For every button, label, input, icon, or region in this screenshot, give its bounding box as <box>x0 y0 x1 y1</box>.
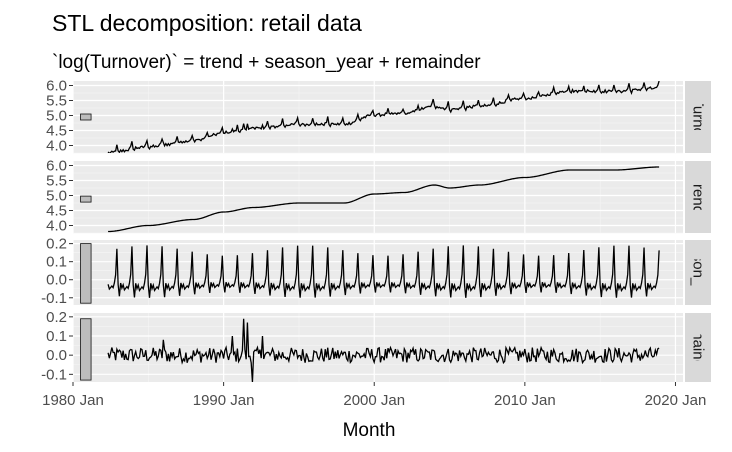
y-tick-label: 0.1 <box>46 254 67 271</box>
y-tick-label: 5.5 <box>46 173 67 190</box>
series-line-logturnover <box>107 81 660 153</box>
facet-strip-label: remainder <box>690 314 707 382</box>
panels-group: 4.04.55.05.56.0 log(Turnover)4.04.55.05.5… <box>41 72 711 383</box>
panel-background <box>73 161 683 233</box>
chart-subtitle: `log(Turnover)` = trend + season_year + … <box>52 52 481 73</box>
panel-background <box>73 313 683 382</box>
x-tick-label: 1980 Jan <box>42 392 104 409</box>
x-tick-label: 1990 Jan <box>193 392 255 409</box>
facet-strip <box>685 161 711 233</box>
panel-remainder: -0.1 0.0 0.1 0.2 remainder <box>41 309 711 383</box>
y-tick-label: 4.0 <box>46 138 67 155</box>
facet-strip-label: log(Turnover) <box>690 72 707 161</box>
y-tick-label: 5.0 <box>46 188 67 205</box>
y-tick-label: 0.2 <box>46 309 67 326</box>
y-tick-label: 6.0 <box>46 158 67 175</box>
y-tick-label: 4.5 <box>46 123 67 140</box>
chart-title: STL decomposition: retail data <box>52 10 362 36</box>
y-tick-label: 6.0 <box>46 78 67 95</box>
panel-seasonyear: -0.10.00.10.2 season_year <box>41 230 711 316</box>
facet-strip <box>685 240 711 305</box>
y-tick-label: -0.1 <box>41 290 67 307</box>
series-line-remainder <box>107 318 660 382</box>
scale-bar <box>80 113 92 121</box>
x-tick-label: 2000 Jan <box>343 392 405 409</box>
facet-strip <box>685 313 711 382</box>
scale-bar <box>80 195 92 203</box>
panel-logturnover: 4.04.55.05.56.0 log(Turnover) <box>46 72 711 161</box>
x-axis-label: Month <box>343 420 396 441</box>
y-tick-label: 0.0 <box>46 347 67 364</box>
scale-bar <box>80 318 92 381</box>
scale-bar <box>80 243 92 304</box>
facet-strip <box>685 81 711 153</box>
facet-strip-label: trend <box>690 180 707 214</box>
panel-trend: 4.04.55.05.56.0 trend <box>46 158 711 235</box>
y-tick-label: 0.0 <box>46 272 67 289</box>
y-tick-label: 5.5 <box>46 93 67 110</box>
x-tick-label: 2020 Jan <box>645 392 707 409</box>
facet-strip-label: season_year <box>690 230 707 316</box>
series-line-trend <box>108 166 660 233</box>
y-tick-label: 0.2 <box>46 236 67 253</box>
y-tick-label: 5.0 <box>46 108 67 125</box>
y-tick-label: 4.0 <box>46 218 67 235</box>
y-tick-label: 4.5 <box>46 203 67 220</box>
x-axis: 1980 Jan 1990 Jan 2000 Jan 2010 Jan 2020 Jan <box>42 382 706 409</box>
series-line-seasonyear <box>107 245 660 298</box>
x-tick-label: 2010 Jan <box>494 392 556 409</box>
y-tick-label: 0.1 <box>46 328 67 345</box>
y-tick-label: -0.1 <box>41 366 67 383</box>
panel-background <box>73 240 683 305</box>
